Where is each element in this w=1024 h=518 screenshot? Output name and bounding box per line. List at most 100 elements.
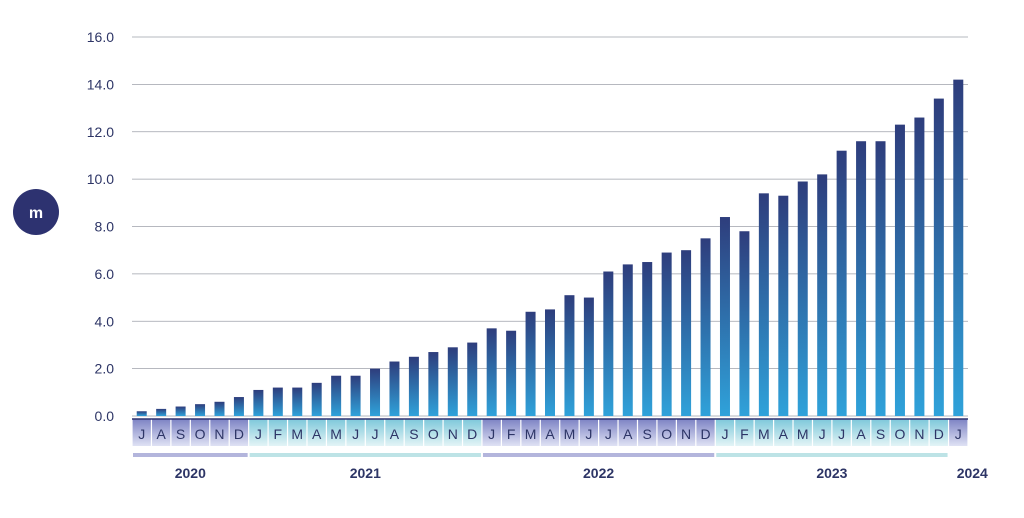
unit-label: m — [29, 205, 43, 222]
month-label: N — [914, 426, 924, 442]
year-label: 2023 — [816, 465, 847, 481]
bar — [564, 295, 575, 416]
month-label: J — [352, 426, 359, 442]
bar — [836, 150, 847, 416]
month-label: O — [195, 426, 206, 442]
month-label: A — [545, 426, 555, 442]
month-label: M — [797, 426, 809, 442]
month-label: O — [428, 426, 439, 442]
month-label: A — [856, 426, 866, 442]
bar — [875, 141, 886, 416]
y-tick-label: 14.0 — [87, 76, 114, 92]
bar — [525, 311, 536, 416]
month-label: J — [838, 426, 845, 442]
month-label: S — [409, 426, 418, 442]
y-tick-label: 2.0 — [95, 361, 115, 377]
month-label: J — [138, 426, 145, 442]
bar — [914, 117, 925, 416]
unit-badge-circle — [13, 189, 59, 235]
bar — [195, 404, 206, 416]
y-tick-label: 0.0 — [95, 408, 115, 424]
month-label: M — [564, 426, 576, 442]
unit-badge: m — [13, 189, 59, 235]
bar — [311, 382, 322, 416]
bar — [272, 387, 283, 416]
bar — [214, 401, 225, 416]
month-label: A — [623, 426, 633, 442]
bar — [428, 352, 439, 416]
bar — [856, 141, 867, 416]
month-label: S — [643, 426, 652, 442]
bar — [661, 252, 672, 416]
month-label: J — [585, 426, 592, 442]
month-label: A — [312, 426, 322, 442]
bar — [894, 124, 905, 417]
month-label: F — [507, 426, 516, 442]
y-tick-label: 10.0 — [87, 171, 114, 187]
year-label: 2024 — [957, 465, 988, 481]
month-label: N — [214, 426, 224, 442]
month-label: D — [234, 426, 244, 442]
bar — [389, 361, 400, 416]
bar — [331, 375, 342, 416]
month-strip-segment — [948, 419, 968, 446]
month-label: J — [819, 426, 826, 442]
year-underline — [249, 453, 481, 457]
y-tick-label: 12.0 — [87, 124, 114, 140]
bar — [583, 297, 594, 416]
bar — [622, 264, 633, 416]
bar — [778, 195, 789, 416]
month-label: A — [156, 426, 166, 442]
month-label: F — [740, 426, 749, 442]
bar — [253, 389, 264, 416]
bar — [681, 250, 692, 416]
bars — [136, 79, 964, 417]
bar — [953, 79, 964, 416]
year-label: 2022 — [583, 465, 614, 481]
bar — [817, 174, 828, 416]
bar — [700, 238, 711, 416]
month-label: A — [779, 426, 789, 442]
year-label: 2020 — [175, 465, 206, 481]
month-label: N — [681, 426, 691, 442]
bar — [739, 231, 750, 416]
y-axis-ticks: 0.0 2.0 4.0 6.0 8.0 10.0 12.0 14.0 16.0 — [87, 29, 114, 424]
month-label: D — [467, 426, 477, 442]
bar — [370, 368, 381, 416]
month-label: M — [291, 426, 303, 442]
y-tick-label: 8.0 — [95, 219, 115, 235]
year-label: 2021 — [350, 465, 381, 481]
month-label: J — [488, 426, 495, 442]
month-strip — [131, 418, 969, 446]
month-label: J — [721, 426, 728, 442]
bar — [292, 387, 303, 416]
month-label: D — [700, 426, 710, 442]
month-label: N — [448, 426, 458, 442]
bar — [506, 330, 517, 416]
month-label: M — [330, 426, 342, 442]
month-label: J — [605, 426, 612, 442]
bar — [545, 309, 555, 416]
gridlines — [132, 36, 968, 417]
month-label: J — [372, 426, 379, 442]
y-tick-label: 6.0 — [95, 266, 115, 282]
year-underline — [482, 453, 715, 457]
bar — [642, 262, 653, 416]
month-label: O — [661, 426, 672, 442]
year-labels: 2020 2021 2022 2023 2024 — [133, 453, 988, 481]
bar — [603, 271, 614, 416]
month-label: D — [934, 426, 944, 442]
month-label: A — [390, 426, 400, 442]
bar — [408, 356, 419, 416]
month-label: S — [876, 426, 885, 442]
bar — [758, 193, 769, 416]
bar — [447, 347, 458, 416]
bar — [350, 375, 361, 416]
bar — [175, 406, 186, 416]
month-label: S — [176, 426, 185, 442]
bar — [933, 98, 944, 417]
bar — [719, 217, 730, 416]
month-label: O — [895, 426, 906, 442]
